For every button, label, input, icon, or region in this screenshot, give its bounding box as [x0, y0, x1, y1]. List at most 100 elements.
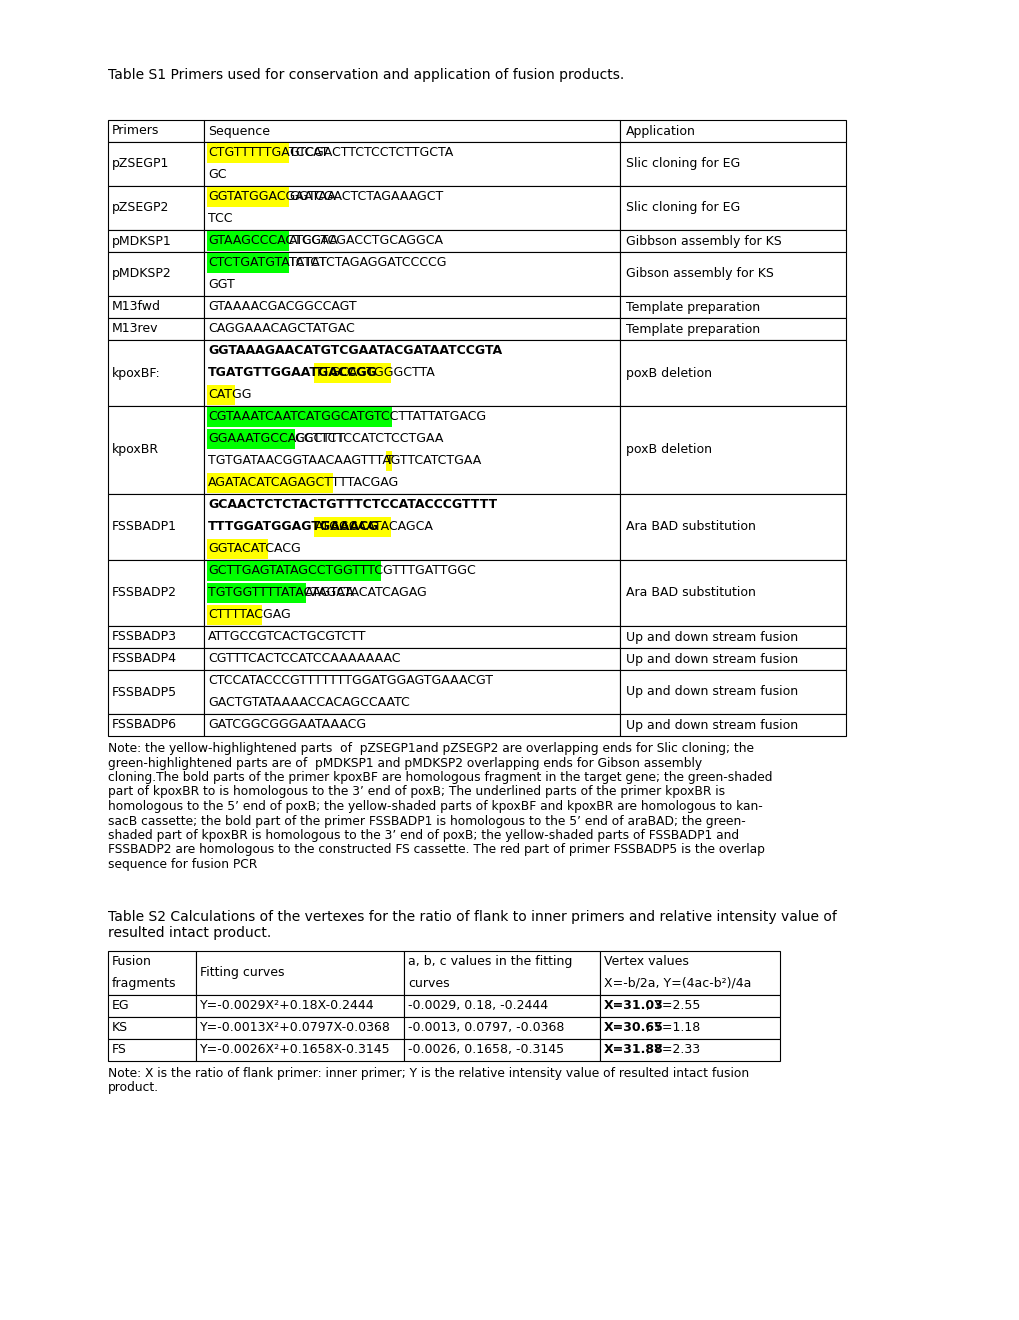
Bar [620, 714, 845, 737]
Text: Primers: Primers [112, 124, 159, 137]
Bar [204, 230, 620, 252]
Bar [207, 583, 306, 603]
Text: Sequence: Sequence [208, 124, 270, 137]
Text: CAGGAAACAGCTATGAC: CAGGAAACAGCTATGAC [208, 322, 355, 335]
Bar [108, 560, 204, 626]
Bar [404, 950, 599, 994]
Text: shaded part of kpoxBR is homologous to the 3’ end of poxB; the yellow-shaded par: shaded part of kpoxBR is homologous to t… [108, 829, 739, 842]
Bar [207, 187, 289, 207]
Text: CTGTTTTTGATCCAT: CTGTTTTTGATCCAT [208, 147, 328, 160]
Text: green-highlightened parts are of  pMDKSP1 and pMDKSP2 overlapping ends for Gibso: green-highlightened parts are of pMDKSP1… [108, 756, 701, 770]
Bar [204, 120, 620, 143]
Text: Up and down stream fusion: Up and down stream fusion [626, 685, 797, 698]
Bar [108, 1039, 196, 1060]
Text: KS: KS [112, 1020, 128, 1034]
Bar [620, 120, 845, 143]
Text: Table S2 Calculations of the vertexes for the ratio of flank to inner primers an: Table S2 Calculations of the vertexes fo… [108, 911, 836, 924]
Text: FSSBADP6: FSSBADP6 [112, 718, 177, 731]
Text: TTGCAGTGGGCTTA: TTGCAGTGGGCTTA [315, 367, 434, 380]
Bar [108, 626, 204, 648]
Text: sacB cassette; the bold part of the primer FSSBADP1 is homologous to the 5’ end : sacB cassette; the bold part of the prim… [108, 814, 745, 828]
Text: GGTCGACTCTAGAAAGCT: GGTCGACTCTAGAAAGCT [288, 190, 443, 203]
Text: fragments: fragments [112, 977, 176, 990]
Bar [620, 560, 845, 626]
Text: kpoxBF:: kpoxBF: [112, 367, 161, 380]
Bar [620, 143, 845, 186]
Text: ATGGCAATACAGCA: ATGGCAATACAGCA [315, 520, 433, 533]
Bar [204, 560, 620, 626]
Text: CTCTGATGTATCTAT: CTCTGATGTATCTAT [208, 256, 326, 269]
Bar [620, 494, 845, 560]
Text: poxB deletion: poxB deletion [626, 367, 711, 380]
Text: ; Y=2.55: ; Y=2.55 [645, 999, 699, 1012]
Text: AGATACATCAGAGCTTTTACGAG: AGATACATCAGAGCTTTTACGAG [208, 477, 398, 490]
Bar [108, 950, 196, 994]
Bar [196, 1039, 404, 1060]
Text: Fitting curves: Fitting curves [200, 966, 284, 979]
Bar [204, 626, 620, 648]
Text: -0.0029, 0.18, -0.2444: -0.0029, 0.18, -0.2444 [408, 999, 547, 1012]
Bar [620, 252, 845, 296]
Text: CGTTTCACTCCATCCAAAAAAAC: CGTTTCACTCCATCCAAAAAAAC [208, 652, 400, 665]
Bar [620, 296, 845, 318]
Bar [207, 561, 381, 581]
Text: Fusion: Fusion [112, 954, 152, 968]
Text: GGTAAAGAACATGTCGAATACGATAATCCGTA: GGTAAAGAACATGTCGAATACGATAATCCGTA [208, 345, 501, 358]
Text: X=31.88: X=31.88 [603, 1043, 663, 1056]
Text: Slic cloning for EG: Slic cloning for EG [626, 202, 740, 214]
Bar [108, 671, 204, 714]
Bar [620, 671, 845, 714]
Bar [207, 605, 262, 624]
Bar [108, 230, 204, 252]
Text: FSSBADP1: FSSBADP1 [112, 520, 177, 533]
Bar [599, 1039, 780, 1060]
Bar [196, 994, 404, 1016]
Text: GGTATGGACGAATAA: GGTATGGACGAATAA [208, 190, 335, 203]
Text: Up and down stream fusion: Up and down stream fusion [626, 718, 797, 731]
Text: pZSEGP2: pZSEGP2 [112, 202, 169, 214]
Text: pMDKSP1: pMDKSP1 [112, 235, 171, 248]
Text: -0.0026, 0.1658, -0.3145: -0.0026, 0.1658, -0.3145 [408, 1043, 564, 1056]
Text: poxB deletion: poxB deletion [626, 444, 711, 457]
Bar [196, 1016, 404, 1039]
Bar [204, 671, 620, 714]
Bar [207, 407, 391, 426]
Bar [204, 252, 620, 296]
Bar [620, 318, 845, 341]
Text: Y=-0.0029X²+0.18X-0.2444: Y=-0.0029X²+0.18X-0.2444 [200, 999, 374, 1012]
Bar [196, 950, 404, 994]
Text: cloning.The bold parts of the primer kpoxBF are homologous fragment in the targe: cloning.The bold parts of the primer kpo… [108, 771, 771, 784]
Text: Template preparation: Template preparation [626, 301, 759, 314]
Bar [599, 1016, 780, 1039]
Bar [620, 341, 845, 407]
Bar [404, 1016, 599, 1039]
Text: a, b, c values in the fitting: a, b, c values in the fitting [408, 954, 572, 968]
Text: curves: curves [408, 977, 449, 990]
Bar [108, 341, 204, 407]
Text: TATCTCTAGAGGATCCCCG: TATCTCTAGAGGATCCCCG [288, 256, 446, 269]
Text: T: T [386, 454, 393, 467]
Text: pZSEGP1: pZSEGP1 [112, 157, 169, 170]
Bar [204, 494, 620, 560]
Bar [204, 407, 620, 494]
Text: GTAAAACGACGGCCAGT: GTAAAACGACGGCCAGT [208, 301, 357, 314]
Text: TCC: TCC [208, 213, 232, 226]
Bar [108, 714, 204, 737]
Bar [108, 1016, 196, 1039]
Text: FSSBADP4: FSSBADP4 [112, 652, 177, 665]
Text: Y=-0.0013X²+0.0797X-0.0368: Y=-0.0013X²+0.0797X-0.0368 [200, 1020, 390, 1034]
Text: GACTGTATAAAACCACAGCCAATC: GACTGTATAAAACCACAGCCAATC [208, 697, 410, 710]
Bar [108, 186, 204, 230]
Bar [207, 539, 268, 558]
Text: TGTGGTTTTATACAGTCA: TGTGGTTTTATACAGTCA [208, 586, 354, 599]
Bar [207, 143, 289, 162]
Bar [314, 363, 390, 383]
Text: Gibson assembly for KS: Gibson assembly for KS [626, 268, 773, 281]
Text: Ara BAD substitution: Ara BAD substitution [626, 520, 755, 533]
Bar [204, 714, 620, 737]
Text: resulted intact product.: resulted intact product. [108, 927, 271, 940]
Bar [314, 517, 390, 537]
Bar [204, 186, 620, 230]
Text: Ara BAD substitution: Ara BAD substitution [626, 586, 755, 599]
Bar [207, 385, 235, 405]
